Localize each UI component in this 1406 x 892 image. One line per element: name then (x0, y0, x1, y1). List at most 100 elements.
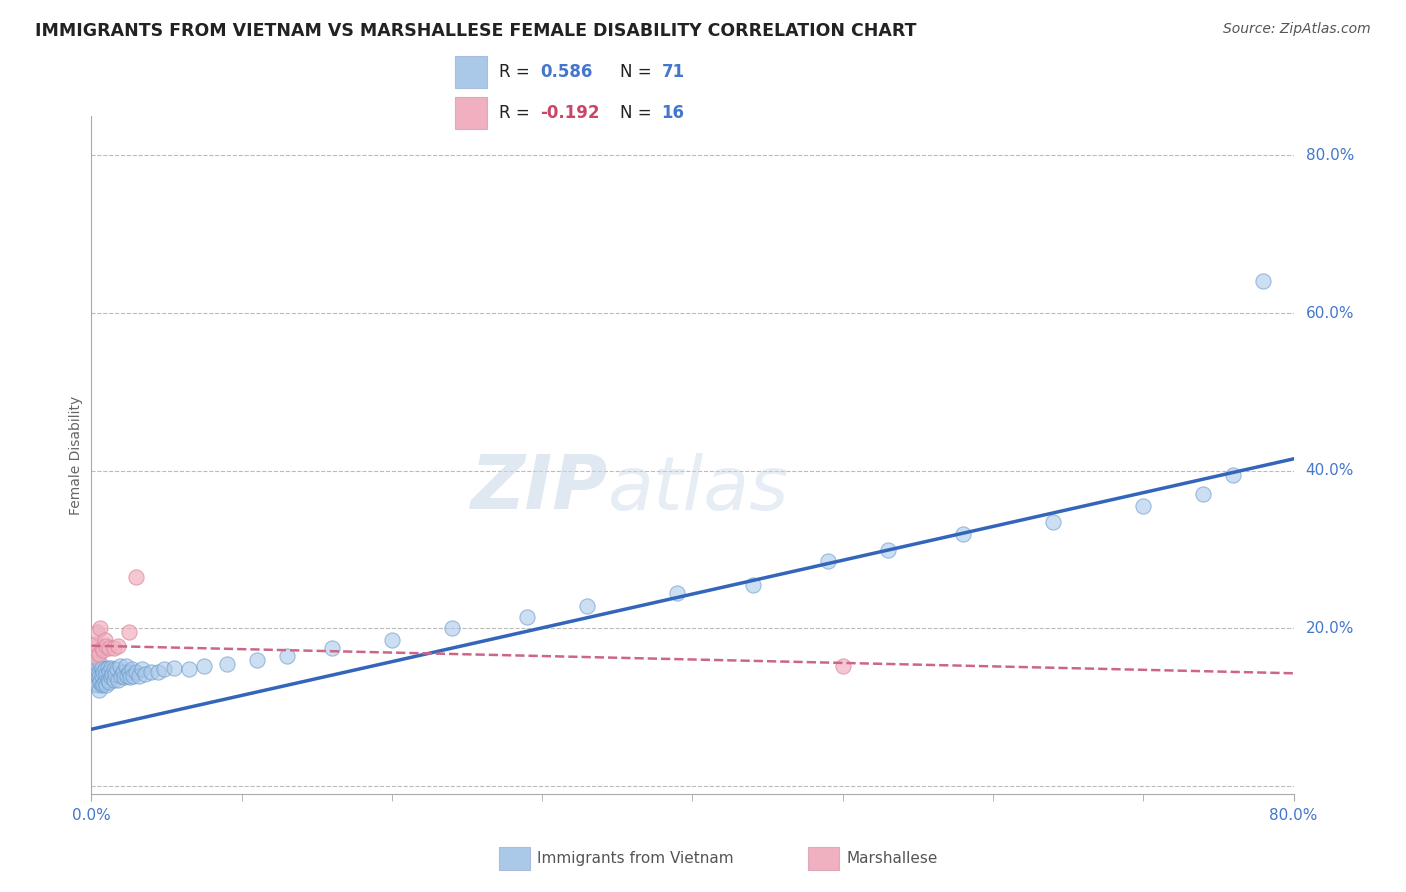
Point (103, 641, 125, 656)
Text: R =: R = (499, 63, 536, 81)
Point (381, 633, 404, 648)
Point (110, 668, 132, 682)
Point (666, 586, 689, 600)
Point (952, 526, 974, 541)
Point (131, 662, 153, 676)
Point (516, 609, 538, 624)
Text: 60.0%: 60.0% (1306, 306, 1354, 320)
Point (146, 665, 169, 679)
Point (114, 670, 136, 684)
Point (93, 643, 115, 657)
Point (86, 678, 108, 692)
Point (128, 668, 150, 682)
Point (96, 667, 118, 681)
Point (90, 641, 112, 656)
Point (84, 637, 107, 651)
Point (1192, 487, 1215, 501)
Point (89, 621, 111, 635)
Text: Marshallese: Marshallese (846, 851, 938, 865)
Point (576, 599, 599, 614)
Point (121, 662, 143, 676)
Text: N =: N = (620, 63, 657, 81)
Point (83, 668, 105, 682)
Point (89, 657, 111, 671)
Point (93, 676, 115, 690)
Point (193, 659, 215, 673)
Point (163, 661, 186, 675)
Point (100, 670, 122, 684)
Point (134, 667, 156, 681)
Point (96, 639, 118, 653)
Point (111, 665, 134, 679)
Point (1132, 499, 1154, 513)
Point (100, 661, 122, 675)
Bar (454, 97, 486, 129)
Text: R =: R = (499, 104, 536, 122)
Text: 80.0%: 80.0% (1306, 148, 1354, 163)
Text: 16: 16 (661, 104, 685, 122)
Point (105, 662, 128, 676)
Text: atlas: atlas (609, 453, 790, 524)
Point (96, 678, 118, 692)
Point (86, 625, 108, 640)
Point (87, 665, 110, 679)
Point (103, 662, 125, 676)
Point (104, 667, 127, 681)
Point (82, 673, 104, 687)
Point (84, 676, 107, 690)
Point (152, 662, 174, 676)
Point (117, 668, 139, 682)
Point (876, 542, 898, 557)
Point (118, 625, 141, 640)
Point (103, 673, 125, 687)
Point (94, 675, 117, 690)
Point (93, 665, 115, 679)
Text: Immigrants from Vietnam: Immigrants from Vietnam (537, 851, 734, 865)
Point (125, 665, 148, 679)
Point (90, 668, 112, 682)
Point (87, 682, 110, 697)
Point (83, 641, 105, 656)
Point (246, 653, 269, 667)
Point (87, 670, 110, 684)
Point (817, 554, 839, 568)
Point (86, 657, 108, 671)
Text: 0.586: 0.586 (540, 63, 593, 81)
Point (82, 648, 104, 663)
Point (97, 661, 120, 675)
Point (120, 670, 142, 684)
Point (741, 578, 763, 592)
Point (98, 665, 121, 679)
Point (125, 570, 148, 584)
Point (321, 641, 343, 656)
Point (98, 641, 121, 656)
Point (1222, 467, 1244, 482)
Point (440, 621, 463, 635)
Point (90, 678, 112, 692)
Text: 71: 71 (661, 63, 685, 81)
Text: 40.0%: 40.0% (1306, 463, 1354, 478)
Text: -0.192: -0.192 (540, 104, 600, 122)
Bar (454, 56, 486, 88)
Point (1253, 275, 1275, 289)
Point (90, 661, 112, 675)
Point (108, 659, 131, 673)
Point (831, 659, 853, 673)
Point (141, 665, 163, 679)
Point (215, 657, 238, 671)
Point (118, 665, 141, 679)
Point (107, 673, 129, 687)
Point (89, 675, 111, 690)
Text: N =: N = (620, 104, 657, 122)
Point (276, 648, 298, 663)
Text: ZIP: ZIP (471, 452, 609, 525)
Point (97, 673, 120, 687)
Point (84, 662, 107, 676)
Point (98, 675, 121, 690)
Point (122, 668, 145, 682)
Point (94, 662, 117, 676)
Text: Source: ZipAtlas.com: Source: ZipAtlas.com (1223, 22, 1371, 37)
Point (94, 633, 117, 648)
Point (83, 661, 105, 675)
Point (101, 667, 124, 681)
